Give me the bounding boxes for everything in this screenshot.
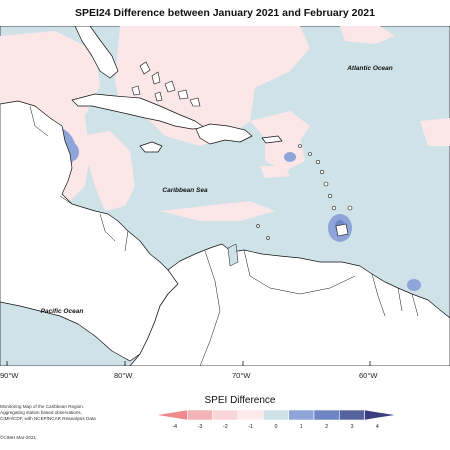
- central-america-land: [0, 100, 179, 362]
- lesser-antilles-islands: [256, 144, 353, 240]
- legend-swatch: [212, 409, 239, 421]
- cuba-land: [71, 93, 206, 130]
- jamaica-land: [139, 141, 163, 153]
- legend-swatch: [187, 409, 213, 421]
- credit-line-1: Monitoring Map of the Caribbean Region.: [0, 404, 85, 409]
- country-borders: [29, 105, 419, 366]
- pink-anomaly-regions: [0, 26, 450, 221]
- legend-title: SPEI Difference: [204, 395, 276, 406]
- legend-tick-label: 4: [376, 424, 379, 430]
- pink-region-east-caribbean: [260, 166, 290, 178]
- legend-swatch: [155, 409, 188, 421]
- puerto-rico-land: [261, 135, 283, 144]
- pink-region-south-caribbean: [160, 201, 275, 221]
- legend-ticks: -4 -3 -2 -1 0 1 2 3 4: [172, 424, 379, 430]
- lake-maracaibo: [227, 243, 239, 267]
- bahamas-islands: [131, 61, 201, 107]
- anomaly-guyana: [407, 279, 421, 291]
- pink-region-atlantic-east: [420, 118, 450, 146]
- lon-label-70w: 70°W: [232, 371, 251, 380]
- land-masses: [0, 26, 450, 366]
- legend-swatches: [155, 409, 397, 421]
- credit-line-3: CIMH/CDF, with NCEP/NCAR Reanalysis Data: [0, 416, 96, 421]
- legend-swatch: [288, 409, 315, 421]
- pacific-ocean-label: Pacific Ocean: [41, 308, 84, 315]
- data-credit: Monitoring Map of the Caribbean Region. …: [0, 404, 120, 422]
- footer-credit: ©CIMH Mar-2021: [0, 435, 37, 440]
- anomaly-puerto-rico: [284, 152, 296, 162]
- legend-swatch: [364, 409, 397, 421]
- map-title: SPEI24 Difference between January 2021 a…: [75, 7, 375, 19]
- map-panel: Atlantic Ocean Caribbean Sea Pacific Oce…: [0, 26, 450, 366]
- legend-tick-label: 2: [325, 424, 328, 430]
- map-svg: Atlantic Ocean Caribbean Sea Pacific Oce…: [0, 26, 450, 366]
- hispaniola-land: [195, 123, 253, 145]
- legend-swatch: [339, 409, 365, 421]
- credit-line-2: Aggregating station based observations,: [0, 410, 82, 415]
- legend-tick-label: -2: [223, 424, 228, 430]
- legend-tick-label: -1: [248, 424, 253, 430]
- legend-swatch: [263, 409, 289, 421]
- legend-tick-label: 1: [300, 424, 303, 430]
- lon-label-90w: 90°W: [0, 371, 19, 380]
- legend-tick-label: 3: [350, 424, 353, 430]
- lon-label-60w: 60°W: [359, 371, 378, 380]
- lon-label-80w: 80°W: [114, 371, 133, 380]
- pink-region-caribbean-west: [80, 131, 135, 211]
- legend-tick-label: -3: [198, 424, 203, 430]
- florida-land: [74, 26, 119, 79]
- pink-region-atlantic-north: [340, 26, 395, 44]
- atlantic-ocean-label: Atlantic Ocean: [346, 65, 393, 72]
- legend-tick-label: -4: [172, 424, 177, 430]
- legend-swatch: [313, 409, 340, 421]
- legend-tick-label: 0: [274, 424, 277, 430]
- longitude-ticks: [6, 361, 371, 366]
- legend-swatch: [237, 409, 264, 421]
- caribbean-sea-label: Caribbean Sea: [162, 187, 208, 194]
